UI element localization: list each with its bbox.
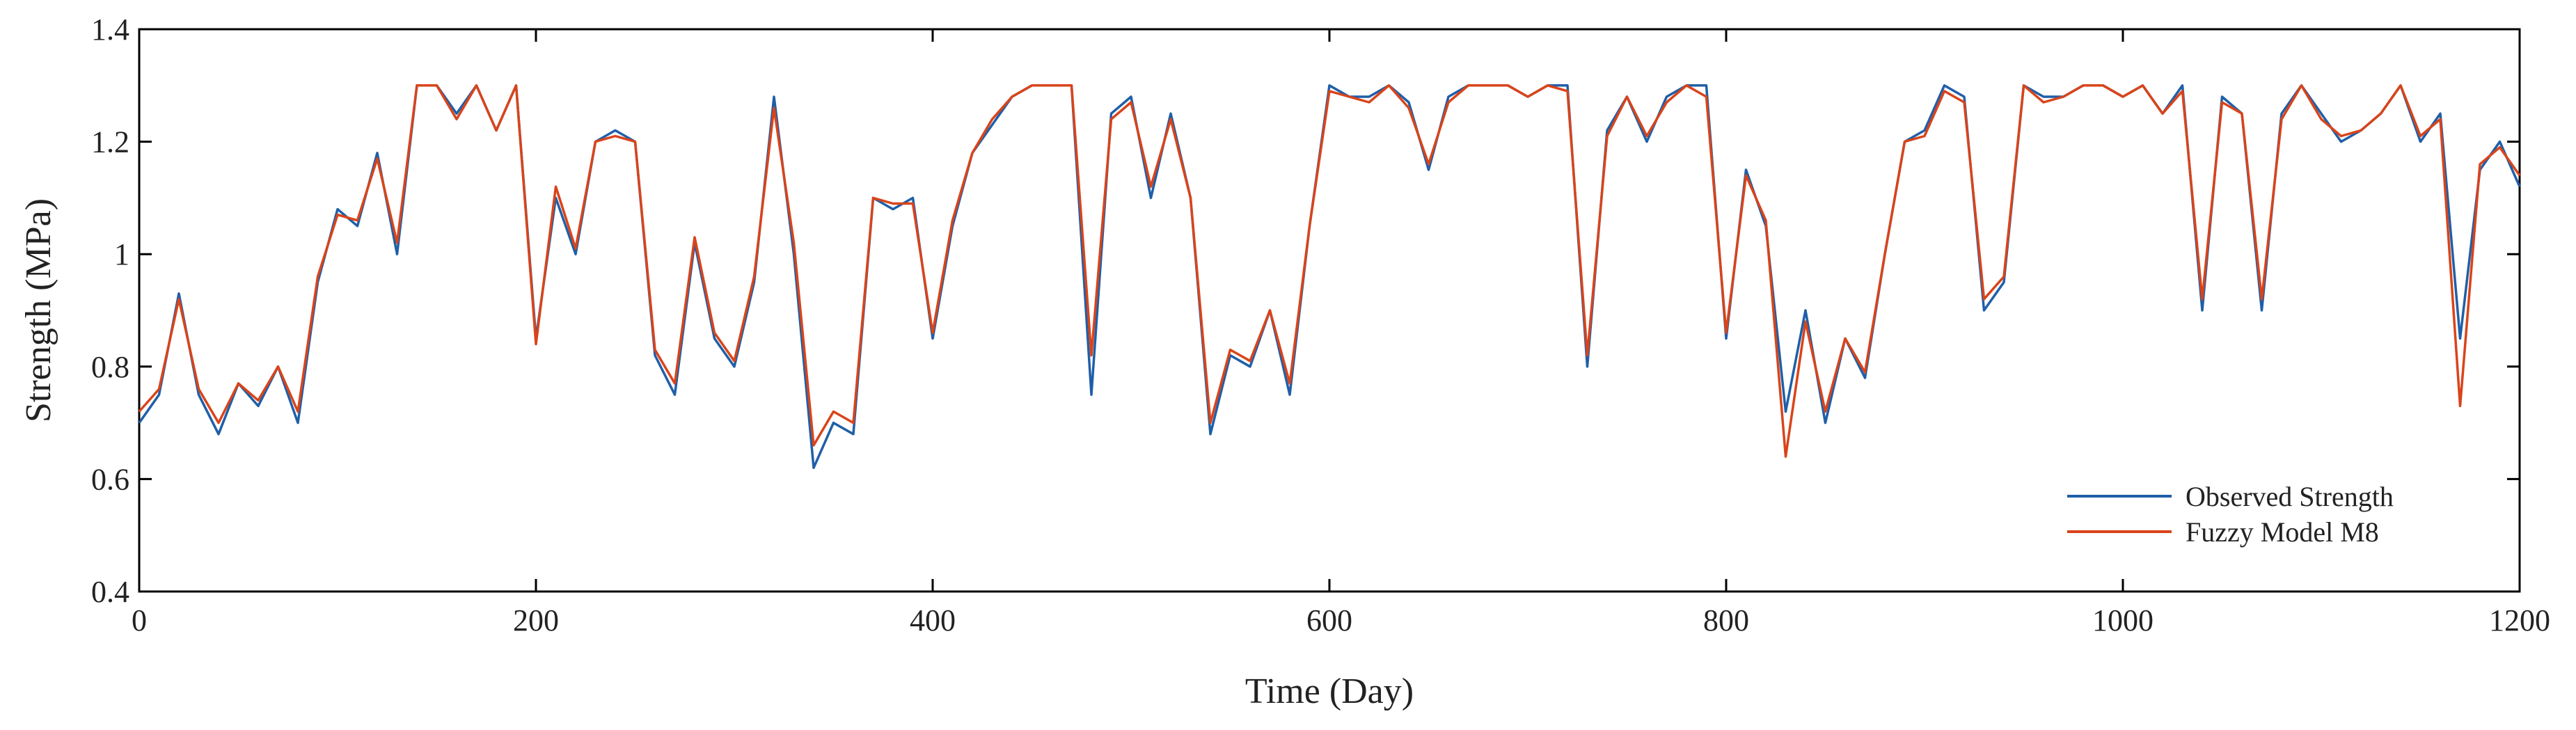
y-axis-label: Strength (MPa): [19, 198, 58, 422]
legend-label-fuzzy: Fuzzy Model M8: [2186, 516, 2379, 548]
y-tick-label: 0.4: [91, 575, 129, 609]
x-tick-label: 0: [132, 603, 147, 637]
legend-label-observed: Observed Strength: [2186, 481, 2394, 512]
y-tick-label: 0.8: [91, 350, 129, 384]
x-tick-label: 1000: [2092, 603, 2154, 637]
y-tick-label: 0.6: [91, 462, 129, 496]
x-tick-label: 1200: [2489, 603, 2550, 637]
series-layer: [138, 84, 2521, 469]
x-axis-ticks: 0 200 400 600 800 1000 1200: [132, 29, 2550, 637]
y-tick-label: 1.2: [91, 125, 129, 159]
x-tick-label: 400: [910, 603, 956, 637]
plot-area: [138, 28, 2521, 593]
series-line-fuzzy-model-m8: [138, 84, 2521, 458]
y-axis-ticks: 0.4 0.6 0.8 1 1.2 1.4: [91, 13, 2520, 609]
legend: Observed Strength Fuzzy Model M8: [2067, 481, 2394, 548]
x-axis-label: Time (Day): [1245, 672, 1414, 711]
y-tick-label: 1: [114, 237, 129, 271]
x-tick-label: 200: [513, 603, 559, 637]
x-tick-label: 600: [1306, 603, 1352, 637]
x-tick-label: 800: [1703, 603, 1749, 637]
y-tick-label: 1.4: [91, 13, 129, 47]
